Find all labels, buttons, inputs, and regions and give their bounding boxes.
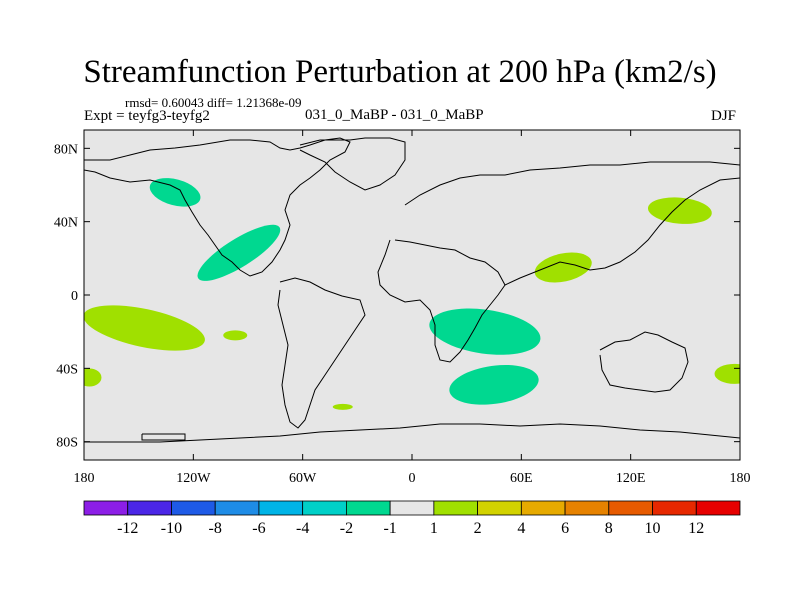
colorbar-swatch: [258, 500, 304, 516]
chart-title: Streamfunction Perturbation at 200 hPa (…: [83, 54, 717, 90]
colorbar-swatch: [171, 500, 216, 516]
coastline-australia: [599, 331, 689, 393]
x-tick-label: 120W: [176, 471, 211, 486]
experiment-label: Expt = teyfg3-teyfg2: [84, 108, 210, 124]
coastline-antarctic-island: [141, 433, 186, 441]
stats-text: rmsd= 0.60043 diff= 1.21368e-09: [125, 95, 302, 110]
y-tick-label: 80N: [54, 142, 78, 157]
anomaly-region-indian-ocean-negative: [429, 308, 541, 355]
period-label: 031_0_MaBP - 031_0_MaBP: [305, 107, 484, 123]
plot-background: [84, 130, 740, 460]
colorbar-label: -6: [252, 520, 265, 537]
y-tick-label: 40S: [56, 362, 78, 377]
anomaly-region-west-edge-positive: [84, 368, 102, 387]
colorbar-swatch: [477, 500, 522, 516]
x-tick-label: 180: [74, 471, 95, 486]
coastline-eurasia-africa: [404, 161, 740, 206]
colorbar-label: 4: [517, 520, 525, 537]
anomaly-region-north-pacific-negative: [149, 178, 201, 207]
colorbar-swatch: [433, 500, 479, 516]
colorbar-label: 2: [474, 520, 482, 537]
colorbar-swatch: [302, 500, 347, 516]
y-tick-label: 40N: [54, 216, 78, 231]
colorbar-label: 6: [561, 520, 569, 537]
colorbar-label: -2: [340, 520, 353, 537]
coastline-greenland: [299, 137, 406, 191]
x-tick-label: 60W: [289, 471, 317, 486]
coastline-asia: [504, 177, 740, 286]
colorbar-swatch: [608, 500, 653, 516]
anomaly-region-north-west-pacific-positive: [647, 197, 712, 224]
colorbar-label: 1: [430, 520, 438, 537]
x-tick-label: 60E: [510, 471, 533, 486]
colorbar-swatch: [389, 500, 435, 516]
colorbar-swatch: [695, 500, 741, 516]
colorbar-label: -4: [296, 520, 309, 537]
coastline-antarctica: [84, 423, 740, 443]
anomaly-region-southern-ocean-negative: [449, 365, 539, 405]
coastline-north-america: [84, 137, 351, 277]
colorbar-swatch: [520, 500, 566, 516]
anomaly-region-east-edge-positive: [714, 363, 740, 384]
anomaly-region-small-pacific-positive: [223, 330, 248, 341]
colorbar-swatch: [83, 500, 129, 516]
colorbar-label: -10: [161, 520, 182, 537]
anomaly-region-arabia-positive: [534, 252, 592, 283]
colorbar-label: -1: [383, 520, 396, 537]
colorbar-swatch: [127, 500, 172, 516]
anomaly-region-tropical-pacific-positive: [84, 305, 205, 351]
anomaly-region-south-atlantic-positive: [332, 403, 353, 410]
colorbar-swatch: [652, 500, 697, 516]
colorbar-label: 12: [688, 520, 704, 537]
colorbar-swatch: [345, 500, 391, 516]
coastline-africa: [377, 239, 506, 363]
coastlines: [84, 137, 740, 443]
x-tick-label: 180: [730, 471, 751, 486]
x-tick-label: 120E: [616, 471, 646, 486]
y-tick-label: 80S: [56, 436, 78, 451]
colorbar-label: 10: [645, 520, 661, 537]
y-tick-label: 0: [71, 289, 78, 304]
coastline-south-america: [277, 277, 366, 429]
colorbar-swatch: [214, 500, 260, 516]
x-tick-label: 0: [409, 471, 416, 486]
anomaly-region-north-atlantic-negative: [197, 224, 281, 281]
colorbar-label: 8: [605, 520, 613, 537]
colorbar-swatch: [564, 500, 610, 516]
colorbar-label: -12: [117, 520, 138, 537]
colorbar-label: -8: [209, 520, 222, 537]
season-label: DJF: [711, 108, 737, 124]
